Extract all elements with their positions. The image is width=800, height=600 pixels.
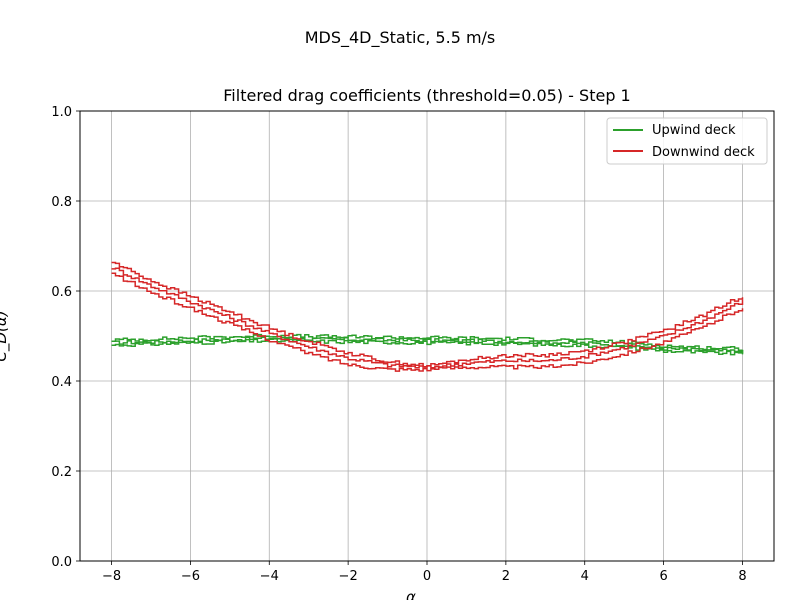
legend-box	[606, 117, 768, 165]
y-tick-label: 0.2	[51, 465, 72, 480]
x-tick-label: −6	[181, 569, 200, 584]
x-tick-label: −2	[339, 569, 358, 584]
y-tick-label: 0.4	[51, 375, 72, 390]
y-tick-label: 1.0	[51, 105, 72, 120]
y-tick-label: 0.0	[51, 555, 72, 570]
y-axis-label: C_D(α)	[0, 310, 11, 361]
ticks: −8 −6 −4 −2 0 2 4 6 8 0.0 0.2 0.4 0.6 0.8 1.0	[51, 105, 746, 584]
upwind-deck-trace	[111, 338, 744, 356]
legend-label-upwind: Upwind deck	[652, 123, 736, 138]
grid	[80, 110, 774, 562]
y-tick-label: 0.8	[51, 195, 72, 210]
y-tick-label: 0.6	[51, 285, 72, 300]
legend-label-downwind: Downwind deck	[652, 145, 755, 160]
figure-suptitle: MDS_4D_Static, 5.5 m/s	[304, 28, 496, 47]
chart-title: Filtered drag coefficients (threshold=0.…	[223, 86, 631, 105]
x-tick-label: −4	[260, 569, 279, 584]
x-tick-label: 2	[502, 569, 510, 584]
x-tick-label: 4	[581, 569, 589, 584]
downwind-deck-trace	[111, 272, 744, 372]
x-axis-label: α	[406, 588, 416, 600]
x-tick-label: 6	[659, 569, 667, 584]
x-tick-label: −8	[102, 569, 121, 584]
legend: Upwind deck Downwind deck	[606, 117, 768, 165]
x-tick-label: 0	[423, 569, 431, 584]
series-layer	[111, 261, 744, 372]
downwind-deck-trace	[111, 261, 744, 368]
x-tick-label: 8	[738, 569, 746, 584]
